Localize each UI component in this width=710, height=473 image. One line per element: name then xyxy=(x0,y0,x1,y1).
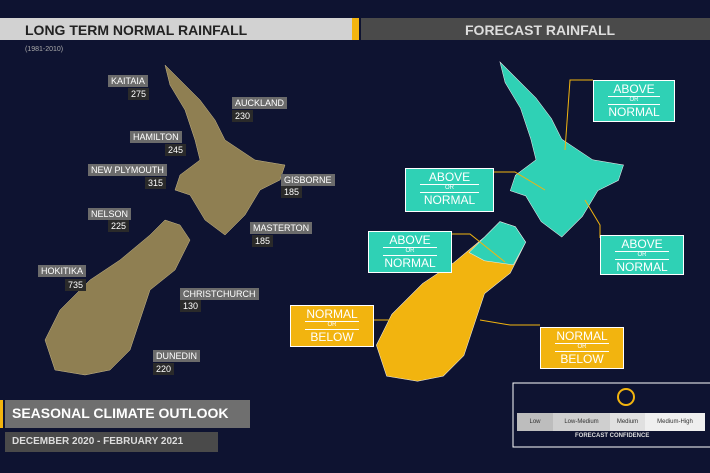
confidence-level: Low xyxy=(517,413,553,431)
forecast-box: NORMAL OR BELOW xyxy=(290,305,374,347)
confidence-label: FORECAST CONFIDENCE xyxy=(575,433,650,439)
city-value: 130 xyxy=(180,300,202,312)
forecast-or: OR xyxy=(420,184,479,193)
confidence-level: Low-Medium xyxy=(553,413,610,431)
forecast-map xyxy=(376,61,624,382)
city-value: 225 xyxy=(108,220,130,232)
city-value: 735 xyxy=(65,279,87,291)
city-name: AUCKLAND xyxy=(232,97,288,109)
city-value: 185 xyxy=(281,186,303,198)
city-name: GISBORNE xyxy=(281,174,335,186)
forecast-or: OR xyxy=(608,96,660,105)
forecast-top: NORMAL xyxy=(306,307,358,321)
city-name: MASTERTON xyxy=(250,222,313,234)
city-name: KAITAIA xyxy=(108,75,148,87)
forecast-bottom: NORMAL xyxy=(616,260,668,274)
forecast-or: OR xyxy=(383,247,437,256)
forecast-bottom: NORMAL xyxy=(423,193,476,207)
forecast-box: ABOVE OR NORMAL xyxy=(368,231,452,273)
forecast-box: ABOVE OR NORMAL xyxy=(593,80,675,122)
city-value: 315 xyxy=(145,177,167,189)
city-name: DUNEDIN xyxy=(153,350,201,362)
forecast-bottom: BELOW xyxy=(310,330,354,344)
right-title: FORECAST RAINFALL xyxy=(465,22,616,38)
city-name: HOKITIKA xyxy=(38,265,87,277)
confidence-level: Medium xyxy=(610,413,645,431)
forecast-bottom: NORMAL xyxy=(384,256,436,270)
confidence-level: Medium-High xyxy=(645,413,705,431)
forecast-box: ABOVE OR NORMAL xyxy=(600,235,684,275)
forecast-or: OR xyxy=(305,321,359,330)
forecast-box: NORMAL OR BELOW xyxy=(540,327,624,369)
forecast-bottom: BELOW xyxy=(560,352,604,366)
city-value: 220 xyxy=(153,363,175,375)
city-value: 275 xyxy=(128,88,150,100)
forecast-box: ABOVE OR NORMAL xyxy=(405,168,494,212)
city-value: 185 xyxy=(252,235,274,247)
city-value: 245 xyxy=(165,144,187,156)
city-name: HAMILTON xyxy=(130,131,182,143)
city-name: NEW PLYMOUTH xyxy=(88,164,167,176)
leaders xyxy=(372,79,601,336)
footer-title: SEASONAL CLIMATE OUTLOOK xyxy=(12,405,229,421)
forecast-or: OR xyxy=(555,343,609,352)
forecast-or: OR xyxy=(615,251,669,260)
forecast-top: ABOVE xyxy=(613,82,655,96)
city-name: NELSON xyxy=(88,208,132,220)
forecast-bottom: NORMAL xyxy=(608,105,660,119)
forecast-top: ABOVE xyxy=(621,237,663,251)
city-value: 230 xyxy=(232,110,254,122)
city-name: CHRISTCHURCH xyxy=(180,288,259,300)
footer-dates: DECEMBER 2020 - FEBRUARY 2021 xyxy=(12,436,184,447)
normal-map xyxy=(44,64,286,376)
left-title: LONG TERM NORMAL RAINFALL xyxy=(25,22,248,38)
forecast-top: NORMAL xyxy=(556,329,608,343)
forecast-top: ABOVE xyxy=(389,233,431,247)
period: (1981-2010) xyxy=(25,46,64,53)
forecast-top: ABOVE xyxy=(428,170,471,184)
